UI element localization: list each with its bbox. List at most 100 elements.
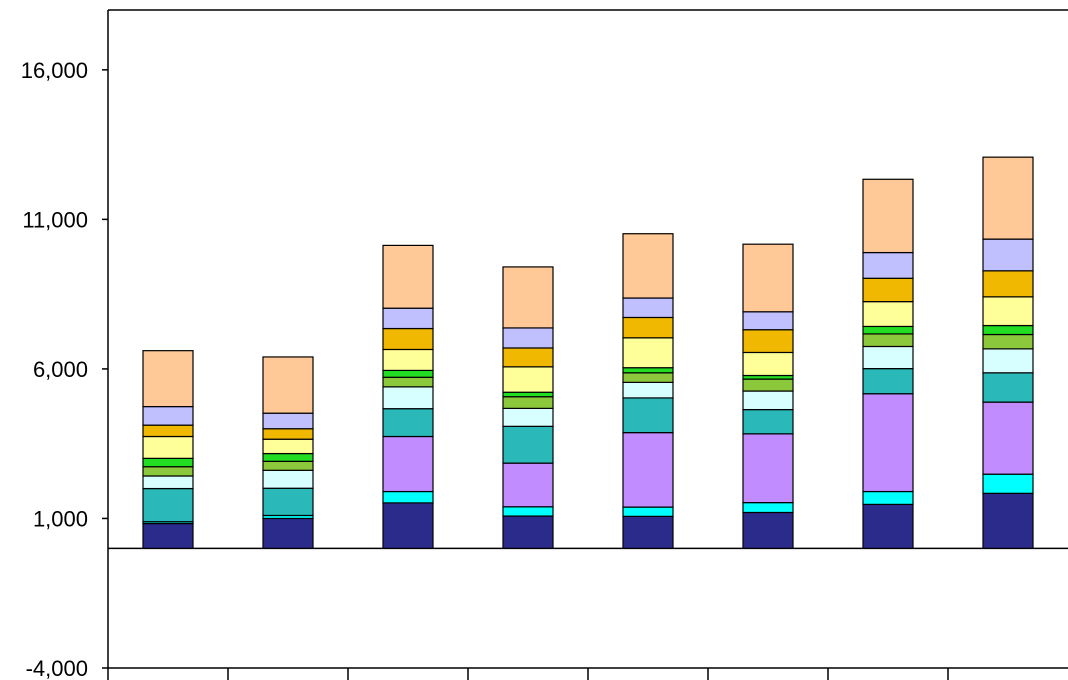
bar-segment xyxy=(622,316,674,339)
bar-segment xyxy=(742,511,794,549)
bar-stack-06-4Q xyxy=(982,156,1034,549)
bar-segment xyxy=(622,506,674,517)
bar-segment xyxy=(862,503,914,549)
bar-segment xyxy=(622,367,674,374)
bar-segment xyxy=(142,435,194,459)
x-category-label: 05/3Q xyxy=(378,676,438,680)
plot-frame xyxy=(107,9,1068,668)
bar-segment xyxy=(382,408,434,438)
bar-segment xyxy=(382,348,434,372)
bar-segment xyxy=(982,324,1034,336)
bar-stack-06-2Q xyxy=(742,243,794,549)
bar-segment xyxy=(262,517,314,549)
bar-segment xyxy=(502,506,554,517)
bar-stack-05-2Q xyxy=(262,356,314,549)
bar-segment xyxy=(742,243,794,313)
bar-segment xyxy=(622,297,674,319)
bar-segment xyxy=(862,333,914,348)
bar-segment xyxy=(502,396,554,409)
bar-segment xyxy=(502,327,554,349)
bar-segment xyxy=(742,329,794,354)
bar-segment xyxy=(622,372,674,383)
bar-segment xyxy=(382,327,434,351)
x-category-label: 06/2Q xyxy=(738,676,798,680)
bar-segment xyxy=(142,487,194,523)
bar-segment xyxy=(382,307,434,330)
bar-segment xyxy=(982,492,1034,549)
bar-segment xyxy=(742,390,794,411)
bar-segment xyxy=(982,333,1034,350)
bar-segment xyxy=(862,345,914,370)
y-tick-label: 1,000 xyxy=(33,506,88,531)
bar-segment xyxy=(862,301,914,328)
bar-stack-06-1Q xyxy=(622,233,674,549)
bar-segment xyxy=(262,356,314,414)
bar-segment xyxy=(262,452,314,462)
x-category-label: 06/1Q xyxy=(618,676,678,680)
bar-segment xyxy=(982,348,1034,374)
bar-segment xyxy=(382,376,434,388)
bar-segment xyxy=(622,432,674,508)
bar-segment xyxy=(982,156,1034,240)
bar-segment xyxy=(862,490,914,505)
bar-segment xyxy=(502,347,554,368)
x-category-label: 06/3Q xyxy=(858,676,918,680)
bar-segment xyxy=(142,424,194,438)
bars xyxy=(142,156,1034,549)
bar-segment xyxy=(982,473,1034,494)
bar-segment xyxy=(502,266,554,329)
bar-segment xyxy=(262,438,314,455)
bar-segment xyxy=(862,325,914,335)
bar-segment xyxy=(502,425,554,464)
bar-segment xyxy=(502,391,554,398)
bar-segment xyxy=(742,408,794,435)
bar-segment xyxy=(382,244,434,309)
bar-segment xyxy=(382,502,434,549)
y-tick-label: -4,000 xyxy=(26,656,88,680)
bar-segment xyxy=(142,405,194,426)
bar-segment xyxy=(862,393,914,493)
x-category-label: 06/4Q xyxy=(978,676,1038,680)
bar-segment xyxy=(982,238,1034,272)
bar-segment xyxy=(262,487,314,517)
bar-segment xyxy=(502,515,554,549)
bar-segment xyxy=(982,401,1034,475)
x-axis: 05/1Q 05/2Q 05/3Q 05/4Q 06/1Q 06/2Q 06/3Q 06/4Q xyxy=(107,667,1068,680)
bar-segment xyxy=(982,296,1034,327)
bar-stack-05-3Q xyxy=(382,244,434,549)
bar-segment xyxy=(502,407,554,427)
bar-segment xyxy=(142,457,194,468)
bar-segment xyxy=(142,522,194,549)
bar-segment xyxy=(262,460,314,471)
bar-segment xyxy=(382,369,434,378)
bar-segment xyxy=(742,502,794,514)
bar-segment xyxy=(622,515,674,549)
bar-segment xyxy=(742,351,794,377)
bar-segment xyxy=(742,378,794,392)
x-category-label: 05/2Q xyxy=(258,676,318,680)
bar-segment xyxy=(262,412,314,430)
bar-segment xyxy=(742,433,794,504)
bar-segment xyxy=(622,397,674,434)
bar-segment xyxy=(142,466,194,477)
bar-segment xyxy=(622,233,674,299)
bar-segment xyxy=(622,337,674,369)
bar-segment xyxy=(862,178,914,254)
y-axis: 16,000 11,000 6,000 1,000 -4,000 xyxy=(21,58,108,680)
y-tick-label: 6,000 xyxy=(33,357,88,382)
bar-stack-06-3Q xyxy=(862,178,914,549)
bar-segment xyxy=(862,251,914,279)
bar-segment xyxy=(262,428,314,440)
x-category-label: 05/4Q xyxy=(498,676,558,680)
bar-segment xyxy=(142,475,194,490)
bar-segment xyxy=(742,311,794,331)
bar-segment xyxy=(382,386,434,410)
bar-segment xyxy=(862,368,914,395)
bar-segment xyxy=(142,350,194,408)
bar-stack-05-1Q xyxy=(142,350,194,549)
bar-segment xyxy=(982,270,1034,298)
bar-segment xyxy=(502,366,554,393)
bar-segment xyxy=(862,277,914,303)
bar-segment xyxy=(982,372,1034,403)
x-category-label: 05/1Q xyxy=(138,676,198,680)
